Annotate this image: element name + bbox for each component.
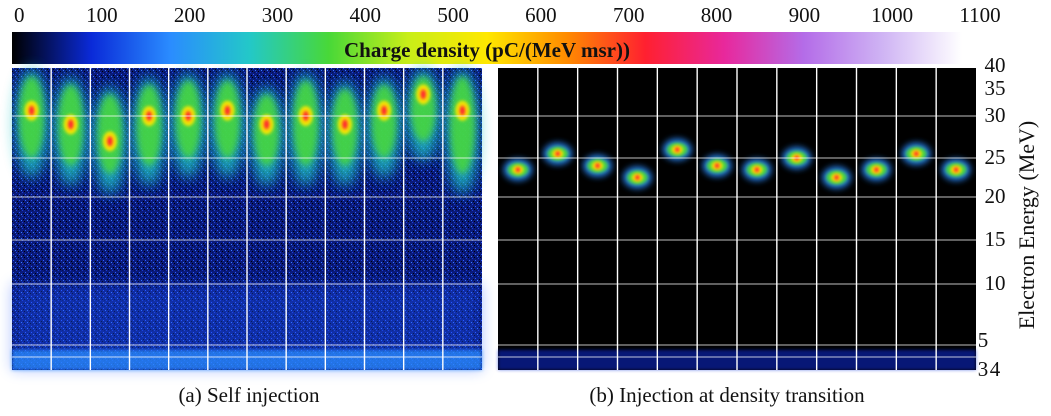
colorbar-tick-label: 400 [350,3,382,27]
shot-7 [250,86,284,186]
colorbar [12,32,962,64]
beam-peak [224,105,231,116]
energy-tick-label: 40 [985,53,1006,77]
beam-peak [674,147,680,153]
colorbar-tick-labels: 0 100 200 300 400 500 600 700 800 900 1000 1100 [14,3,1001,27]
beam-peak [515,167,521,173]
shot-1 [15,68,49,178]
beam-peak [459,105,466,116]
beam-peak [555,151,561,157]
colorbar-title: Charge density (pC/(MeV msr)) [344,38,630,62]
beam-peak [28,105,35,116]
colorbar-tick-label: 900 [789,3,821,27]
colorbar-tick-label: 800 [701,3,733,27]
beam-peak [107,136,113,147]
energy-tick-label: 30 [985,103,1006,127]
colorbar-tick-label: 1000 [871,3,913,27]
shot-6 [210,72,244,178]
shot-9 [328,80,362,186]
colorbar-tick-label: 300 [262,3,294,27]
shot-11 [406,68,440,162]
beam-peak [874,167,879,173]
energy-tick-label: 10 [985,271,1006,295]
energy-tick-label: 25 [985,145,1006,169]
beam-peak [381,105,387,116]
shot-3 [93,86,127,194]
energy-axis-label: Electron Energy (MeV) [1014,121,1039,330]
beam-peak [754,167,760,173]
beam-peak [953,167,959,173]
shot-12 [941,158,971,181]
colorbar-tick-label: 200 [174,3,206,27]
energy-tick-label: 5 [978,328,989,352]
shot-4 [623,166,652,189]
beam-peak [714,163,720,169]
beam-peak [635,175,640,180]
colorbar-tick-label: 600 [525,3,557,27]
energy-tick-label: 35 [985,76,1006,100]
shot-11 [901,142,931,165]
shot-12 [445,68,479,194]
shot-5 [662,138,692,161]
beam-peak [342,119,348,130]
caption-panel-b: (b) Injection at density transition [589,383,865,407]
shot-6 [702,154,732,177]
beam-peak [263,119,270,130]
shot-1 [503,158,533,181]
colorbar-tick-label: 0 [14,3,25,27]
colorbar-tick-label: 1100 [959,3,1000,27]
energy-tick-label: 4 [990,357,1001,381]
shot-9 [822,166,851,189]
shot-2 [543,142,573,165]
colorbar-tick-label: 500 [437,3,469,27]
beam-peak [834,175,839,180]
shot-7 [742,158,772,181]
beam-peak [420,89,426,100]
energy-tick-label: 15 [985,227,1006,251]
beam-peak [68,119,74,130]
colorbar-tick-label: 100 [86,3,118,27]
shot-3 [583,154,612,177]
beam-body [449,76,475,174]
shot-4 [132,76,166,186]
beam-peak [595,163,600,169]
caption-panel-a: (a) Self injection [178,383,320,407]
energy-tick-label: 20 [985,184,1006,208]
panel-self-injection [12,68,482,370]
colorbar-group: 0 100 200 300 400 500 600 700 800 900 1000 1100 Cha… [12,3,1001,64]
shot-10 [367,76,401,178]
beam-body [371,84,397,158]
colorbar-tick-label: 700 [613,3,645,27]
energy-tick-label: 3 [978,357,989,381]
shot-10 [862,158,891,181]
shot-8 [289,72,323,186]
shot-2 [54,76,88,186]
beam-peak [913,151,919,157]
shot-5 [171,72,205,178]
panel-density-transition [498,68,976,370]
